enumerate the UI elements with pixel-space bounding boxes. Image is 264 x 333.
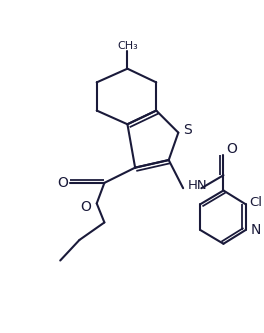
Text: O: O	[226, 143, 237, 157]
Text: O: O	[80, 200, 91, 214]
Text: S: S	[183, 123, 192, 137]
Text: CH₃: CH₃	[117, 41, 138, 51]
Text: Cl: Cl	[249, 196, 262, 209]
Text: O: O	[58, 176, 69, 190]
Text: N: N	[250, 223, 261, 237]
Text: HN: HN	[188, 179, 208, 192]
